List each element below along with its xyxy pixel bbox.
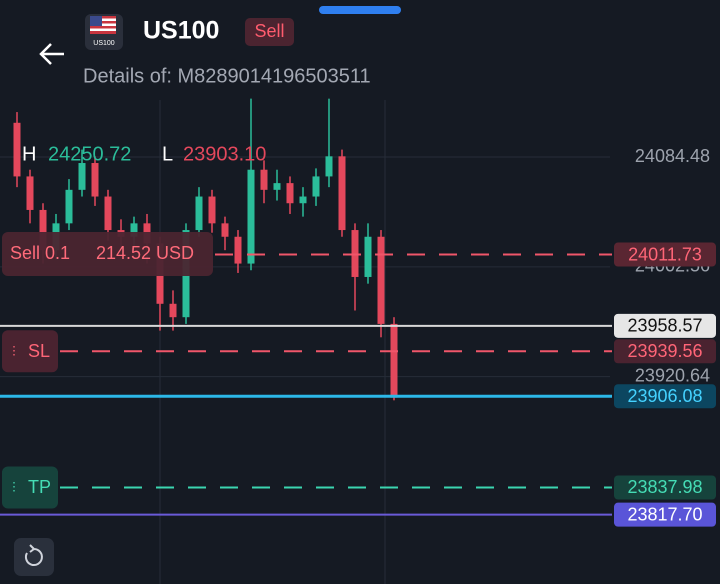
candle-body bbox=[247, 169, 255, 264]
candle-body bbox=[78, 163, 86, 190]
price-badge bbox=[614, 313, 716, 338]
position-pill[interactable] bbox=[2, 232, 213, 276]
candle-body bbox=[91, 163, 99, 197]
price-badge bbox=[614, 242, 716, 267]
price-badge-label: 24011.73 bbox=[628, 244, 702, 264]
svg-text:US100: US100 bbox=[93, 40, 115, 47]
reset-icon bbox=[24, 544, 43, 566]
order-details: Details of: M8289014196503511 bbox=[83, 65, 371, 87]
y-tick-label: 23920.64 bbox=[635, 365, 710, 385]
candle-body bbox=[65, 189, 73, 224]
candle-body bbox=[351, 230, 359, 277]
flag-icon: US100 bbox=[85, 14, 123, 50]
price-badge bbox=[614, 384, 716, 409]
drag-handle[interactable] bbox=[319, 6, 401, 14]
candle-body bbox=[169, 303, 177, 318]
low-value: 23903.10 bbox=[183, 143, 266, 165]
price-badge bbox=[614, 475, 716, 500]
candle-body bbox=[312, 176, 320, 197]
candle-body bbox=[104, 196, 112, 231]
high-value: 24250.72 bbox=[48, 143, 131, 165]
candle-body bbox=[390, 323, 398, 398]
price-badge-label: 23817.70 bbox=[627, 504, 702, 524]
candle-body bbox=[221, 223, 229, 237]
candle-body bbox=[130, 223, 138, 237]
price-badge-label: 23939.56 bbox=[627, 341, 702, 361]
candle-body bbox=[13, 122, 21, 177]
candle-body bbox=[338, 156, 346, 231]
candle-body bbox=[299, 196, 307, 204]
drag-grip: ⋮ bbox=[8, 343, 20, 357]
candle-body bbox=[377, 236, 385, 324]
y-tick-label: 24084.48 bbox=[635, 146, 710, 166]
price-badge bbox=[614, 502, 716, 527]
low-label: L bbox=[162, 143, 173, 165]
level-tag-pill[interactable] bbox=[2, 466, 58, 509]
candle-body bbox=[26, 176, 34, 210]
candle-body bbox=[325, 156, 333, 177]
price-badge bbox=[614, 339, 716, 364]
candle-body bbox=[260, 169, 268, 190]
symbol-title: US100 bbox=[143, 17, 219, 45]
level-tag: TP bbox=[28, 477, 51, 497]
candle-body bbox=[195, 196, 203, 231]
reset-button[interactable] bbox=[14, 538, 54, 576]
level-tag-pill[interactable] bbox=[2, 330, 58, 373]
price-badge-label: 23958.57 bbox=[627, 316, 702, 336]
price-badge-label: 23906.08 bbox=[627, 386, 702, 406]
candle-body bbox=[286, 183, 294, 204]
candle-body bbox=[364, 236, 372, 277]
position-label: Sell 0.1 bbox=[10, 243, 70, 263]
drag-grip: ⋮ bbox=[8, 480, 20, 494]
back-button[interactable] bbox=[39, 43, 64, 65]
side-label: Sell bbox=[254, 21, 284, 41]
candle-body bbox=[234, 236, 242, 264]
high-label: H bbox=[22, 143, 36, 165]
price-badge-label: 23837.98 bbox=[627, 477, 702, 497]
side-badge bbox=[245, 18, 294, 46]
candle-body bbox=[273, 183, 281, 190]
candle-body bbox=[39, 209, 47, 251]
position-profit: 214.52 USD bbox=[96, 243, 194, 263]
candle-body bbox=[208, 196, 216, 224]
level-tag: SL bbox=[28, 341, 50, 361]
